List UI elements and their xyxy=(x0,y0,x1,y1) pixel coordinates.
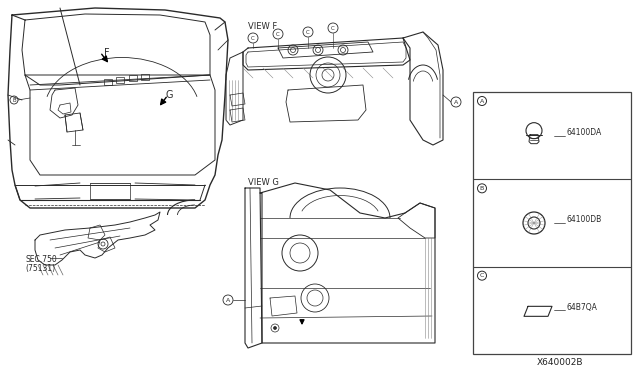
Text: C: C xyxy=(251,35,255,41)
Text: A: A xyxy=(480,99,484,103)
Text: VIEW F: VIEW F xyxy=(248,22,277,31)
Bar xyxy=(129,75,137,81)
Text: SEC.750: SEC.750 xyxy=(25,255,57,264)
Text: B: B xyxy=(12,97,16,103)
Bar xyxy=(116,77,124,83)
Text: A: A xyxy=(454,99,458,105)
Text: C: C xyxy=(306,29,310,35)
Circle shape xyxy=(273,327,276,330)
Text: C: C xyxy=(331,26,335,31)
Text: F: F xyxy=(104,48,109,58)
Text: (75131): (75131) xyxy=(25,264,55,273)
Text: C: C xyxy=(480,273,484,278)
Text: A: A xyxy=(226,298,230,302)
Text: 64100DB: 64100DB xyxy=(567,215,602,224)
Text: B: B xyxy=(480,186,484,191)
Bar xyxy=(104,79,112,85)
Text: VIEW G: VIEW G xyxy=(248,178,279,187)
Text: G: G xyxy=(165,90,173,100)
Text: C: C xyxy=(276,32,280,36)
Bar xyxy=(473,92,631,354)
Text: 64B7QA: 64B7QA xyxy=(567,303,598,312)
Bar xyxy=(141,74,149,80)
Text: X640002B: X640002B xyxy=(537,358,583,367)
Text: 64100DA: 64100DA xyxy=(567,128,602,137)
